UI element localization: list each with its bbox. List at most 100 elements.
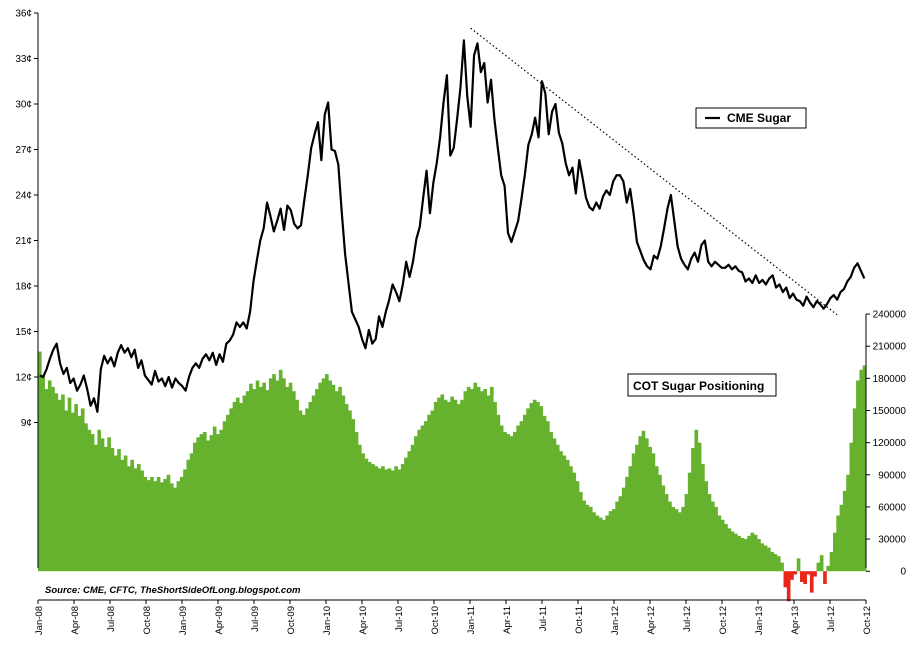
cot-bar — [265, 390, 270, 572]
cot-bar — [691, 448, 695, 572]
cot-bar — [793, 571, 798, 575]
cot-bar — [447, 401, 451, 572]
x-tick-label: Jul-12 — [682, 606, 693, 632]
cot-bar — [255, 380, 260, 572]
cot-tick-label: 120000 — [873, 438, 907, 449]
cot-bar — [532, 399, 537, 572]
cot-bar — [417, 429, 422, 572]
x-tick-label: Oct-09 — [286, 606, 297, 635]
cot-bar — [453, 399, 458, 572]
cot-bar — [272, 374, 276, 572]
cot-bar — [216, 434, 220, 572]
cot-bar — [400, 464, 405, 572]
cot-bar — [813, 571, 817, 577]
cot-bar — [631, 453, 636, 572]
x-tick-label: Jan-13 — [754, 606, 765, 635]
cot-tick-label: 240000 — [873, 310, 907, 321]
cot-bar — [367, 461, 372, 572]
cot-bar — [717, 515, 722, 572]
cot-bar — [621, 487, 626, 572]
cot-bar — [704, 481, 709, 572]
cot-bar — [513, 431, 517, 572]
x-tick-label: Jan-08 — [34, 606, 45, 635]
cot-bar — [57, 399, 62, 572]
cot-bar — [87, 429, 92, 572]
cot-bar — [783, 571, 788, 588]
cot-bar — [156, 476, 161, 572]
cot-bar — [133, 468, 138, 572]
cot-bar — [268, 378, 273, 572]
x-tick-label: Oct-08 — [142, 606, 153, 635]
cot-bar — [252, 389, 257, 572]
cot-bar — [456, 404, 461, 572]
cot-bar — [598, 517, 603, 572]
cot-bar — [605, 515, 610, 572]
cot-bar — [546, 421, 550, 572]
cot-bar — [803, 571, 807, 585]
cot-bar — [823, 571, 827, 585]
cot-bar — [684, 494, 689, 572]
cot-bar — [123, 455, 128, 572]
cot-bar — [206, 440, 210, 572]
cot-bar — [776, 556, 781, 572]
cot-bar — [295, 399, 299, 572]
cot-bar — [836, 515, 840, 572]
cot-bar — [519, 421, 524, 572]
cot-bar — [826, 565, 831, 572]
legend-layer: CME Sugar COT Sugar Positioning — [627, 107, 807, 397]
x-tick-label: Apr-10 — [358, 606, 369, 635]
cot-bar — [460, 399, 464, 572]
cot-bar — [499, 425, 504, 572]
cot-bar — [110, 448, 115, 572]
cot-bar — [714, 506, 718, 572]
cot-bar — [430, 410, 435, 572]
cot-bar — [595, 515, 600, 572]
x-tick-label: Oct-12 — [718, 606, 729, 635]
cot-bar — [292, 391, 296, 572]
cot-bar — [480, 391, 484, 572]
cot-bar — [440, 394, 445, 572]
cot-bar — [209, 435, 214, 572]
cot-bar — [809, 571, 814, 593]
x-tick-label: Apr-08 — [70, 606, 81, 635]
cot-bar — [651, 453, 656, 572]
cot-bar — [153, 481, 158, 572]
cot-bar — [694, 429, 699, 572]
price-tick-label: 24¢ — [15, 191, 32, 202]
cot-bar — [727, 528, 732, 572]
cot-bar — [816, 562, 821, 572]
cot-bar — [288, 382, 293, 572]
cot-bar — [189, 453, 194, 572]
cot-bar — [585, 504, 590, 572]
cot-bar — [301, 414, 306, 572]
price-line-layer — [39, 39, 866, 413]
x-tick-label: Jan-10 — [322, 606, 333, 635]
cot-bar — [671, 506, 676, 572]
cot-bar — [169, 483, 174, 572]
x-tick-label: Oct-12 — [862, 606, 873, 635]
cot-bar — [357, 444, 362, 572]
cot-bar — [734, 533, 738, 572]
cot-bar — [549, 431, 553, 572]
cot-bar — [463, 391, 468, 572]
cot-bar — [506, 434, 511, 572]
cot-tick-label: 30000 — [878, 535, 906, 546]
cot-bar — [74, 404, 78, 572]
cot-bar — [113, 455, 118, 572]
cot-bar — [282, 378, 286, 572]
cot-bar — [328, 380, 332, 572]
cot-bars — [38, 351, 867, 602]
x-tick-label: Apr-09 — [214, 606, 225, 635]
cot-bar — [565, 459, 570, 572]
cot-bar — [687, 472, 692, 572]
price-tick-label: 36¢ — [15, 9, 32, 20]
cot-bar — [331, 384, 336, 572]
price-tick-label: 9¢ — [21, 418, 32, 429]
cot-bar — [555, 444, 560, 572]
cot-bar — [724, 524, 728, 572]
cot-bar — [569, 466, 573, 572]
x-tick-label: Apr-13 — [790, 606, 801, 635]
cot-bar — [90, 434, 95, 572]
cot-bar — [618, 496, 623, 572]
cot-bar — [737, 535, 741, 572]
